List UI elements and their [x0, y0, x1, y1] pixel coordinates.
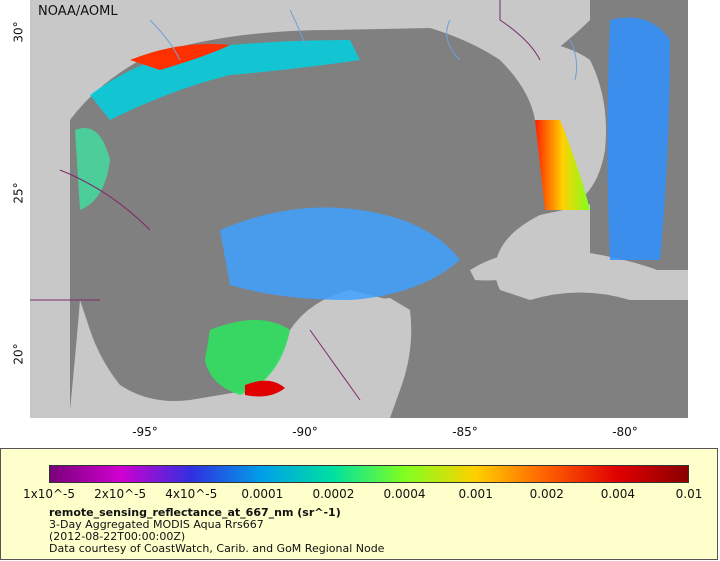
y-tick-label: 30° [11, 21, 26, 43]
colorbar-tick-label: 0.01 [675, 487, 703, 501]
yucatan-land [330, 298, 412, 418]
colorbar-tick-label: 0.001 [458, 487, 493, 501]
reflectance-band-south-coast-high [245, 380, 285, 397]
variable-name: remote_sensing_reflectance_at_667_nm (sr… [49, 506, 341, 519]
courtesy-label: Data courtesy of CoastWatch, Carib. and … [49, 542, 385, 555]
reflectance-band-north-coast-high [130, 44, 230, 70]
colorbar-tick-label: 0.004 [600, 487, 636, 501]
colorbar-tick-label: 0.002 [529, 487, 564, 501]
colorbar-tick-label: 4x10^-5 [165, 487, 218, 501]
reflectance-swath-central [220, 207, 460, 300]
colorbar-tick-label: 0.0002 [312, 487, 355, 501]
legend-panel: 1x10^-5 2x10^-5 4x10^-5 0.0001 0.0002 0.0004 0… [0, 448, 718, 560]
x-tick-label: -90° [292, 425, 318, 439]
y-tick-label: 20° [11, 343, 26, 365]
map-area[interactable] [30, 0, 688, 418]
reflectance-swath-west-florida [535, 120, 590, 210]
colorbar-tick-label: 1x10^-5 [22, 487, 76, 501]
date-label: (2012-08-22T00:00:00Z) [49, 530, 186, 543]
gulf-ocean [70, 0, 688, 418]
credit-label: NOAA/AOML [38, 4, 118, 19]
reflectance-swath-east [607, 17, 670, 260]
x-tick-label: -80° [612, 425, 638, 439]
colorbar [49, 465, 689, 483]
colorbar-tick-label: 0.0001 [241, 487, 284, 501]
colorbar-tick-label: 0.0004 [383, 487, 426, 501]
y-tick-label: 25° [11, 182, 26, 204]
border-lines [30, 0, 541, 401]
cuba-land [470, 249, 670, 282]
x-tick-label: -95° [132, 425, 158, 439]
river-lines [149, 9, 578, 81]
product-name: 3-Day Aggregated MODIS Aqua Rrs667 [49, 518, 264, 531]
colorbar-tick-label: 2x10^-5 [94, 487, 147, 501]
x-tick-label: -85° [452, 425, 478, 439]
reflectance-swath-west [75, 128, 110, 210]
reflectance-swath-south [205, 320, 290, 395]
map-canvas [30, 0, 688, 418]
